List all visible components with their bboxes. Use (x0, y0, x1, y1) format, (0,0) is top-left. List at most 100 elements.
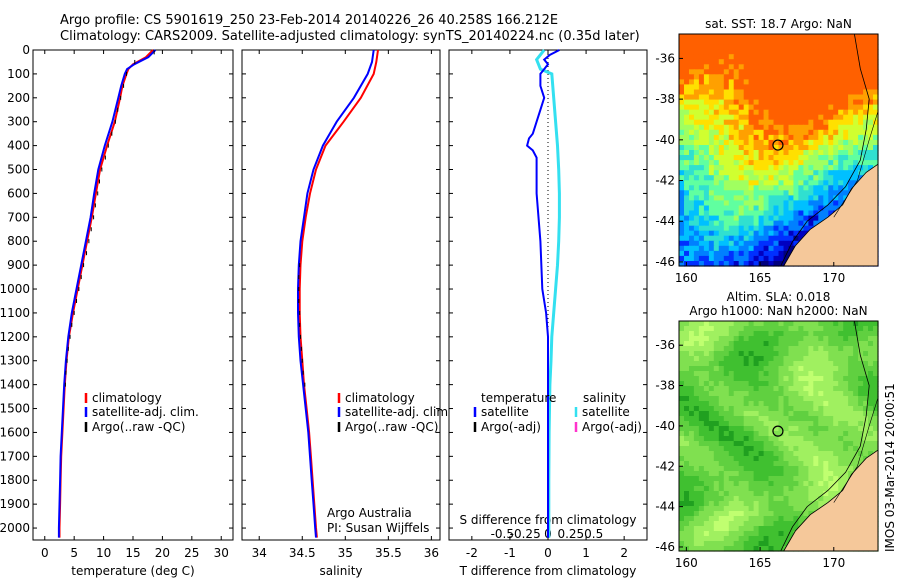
map-cell (743, 129, 750, 136)
map-cell (793, 195, 799, 201)
map-cell (748, 255, 755, 262)
map-cell (773, 74, 780, 80)
map-cell (703, 486, 710, 492)
map-cell (703, 210, 710, 217)
map-cell (728, 356, 735, 362)
map-cell (778, 471, 785, 477)
map-cell (713, 155, 720, 161)
map-cell (763, 401, 770, 407)
map-cell (743, 371, 750, 377)
map-cell (733, 436, 740, 442)
map-cell (818, 451, 824, 457)
map-cell (848, 361, 854, 367)
map-cell (718, 441, 725, 447)
map-cell (798, 431, 804, 437)
map-cell (848, 366, 854, 372)
map-cell (689, 129, 695, 136)
map-cell (768, 119, 775, 126)
map-cell (748, 210, 755, 217)
map-cell (768, 245, 775, 252)
y-tick-label: -36 (655, 338, 675, 352)
map-cell (733, 220, 740, 227)
map-cell (758, 371, 765, 377)
map-cell (733, 160, 740, 166)
map-cell (689, 501, 695, 507)
map-cell (788, 416, 795, 422)
map-cell (863, 109, 869, 116)
map-cell (763, 44, 770, 50)
map-cell (773, 215, 780, 222)
map-cell (713, 54, 720, 60)
map-cell (783, 39, 790, 45)
map-cell (748, 175, 755, 181)
map-cell (748, 346, 755, 352)
map-cell (813, 431, 819, 437)
map-cell (873, 160, 879, 166)
map-cell (689, 261, 695, 267)
map-cell (753, 129, 760, 136)
map-cell (868, 69, 874, 75)
y-tick-label: 200 (7, 91, 30, 105)
map-cell (833, 341, 839, 347)
map-cell (813, 401, 819, 407)
map-cell (713, 74, 720, 80)
map-cell (713, 381, 720, 387)
x-tick-label: -1 (504, 546, 516, 560)
map-cell (698, 134, 705, 141)
map-cell (748, 109, 755, 116)
map-cell (748, 89, 755, 96)
map-cell (828, 451, 834, 457)
map-cell (728, 175, 735, 181)
map-cell (713, 531, 720, 537)
map-cell (768, 124, 775, 131)
map-cell (828, 34, 834, 40)
map-cell (703, 341, 710, 347)
y-tick-label: 0 (22, 43, 30, 57)
map-cell (753, 34, 760, 40)
map-cell (753, 321, 760, 327)
map-cell (818, 124, 824, 131)
map-cell (758, 170, 765, 176)
map-cell (833, 421, 839, 427)
map-cell (758, 476, 765, 482)
map-cell (698, 376, 705, 382)
map-cell (689, 486, 695, 492)
map-cell (778, 441, 785, 447)
map-cell (728, 230, 735, 237)
map-cell (838, 99, 844, 106)
map-cell (798, 461, 804, 467)
map-cell (798, 74, 804, 80)
map-cell (703, 94, 710, 101)
map-cell (828, 129, 834, 136)
map-cell (813, 481, 819, 487)
map-cell (803, 501, 809, 507)
map-cell (753, 361, 760, 367)
map-cell (823, 406, 829, 412)
map-cell (723, 406, 730, 412)
map-cell (693, 531, 700, 537)
map-cell (679, 356, 685, 362)
map-cell (753, 331, 760, 337)
map-cell (818, 104, 824, 111)
map-cell (768, 366, 775, 372)
map-cell (858, 145, 864, 151)
map-cell (768, 160, 775, 166)
map-cell (808, 109, 814, 116)
map-cell (773, 536, 780, 542)
map-cell (833, 361, 839, 367)
map-cell (848, 74, 854, 80)
map-cell (778, 104, 785, 111)
map-cell (843, 49, 849, 55)
side-timestamp: IMOS 03-Mar-2014 20:00:51 (883, 383, 897, 552)
map-cell (773, 155, 780, 161)
map-cell (679, 64, 685, 70)
map-cell (748, 49, 755, 55)
map-cell (768, 371, 775, 377)
map-cell (693, 366, 700, 372)
map-cell (828, 331, 834, 337)
map-cell (723, 331, 730, 337)
satellite-clim-line (297, 49, 375, 538)
map-cell (838, 486, 844, 492)
map-cell (848, 165, 854, 171)
map-cell (833, 471, 839, 477)
